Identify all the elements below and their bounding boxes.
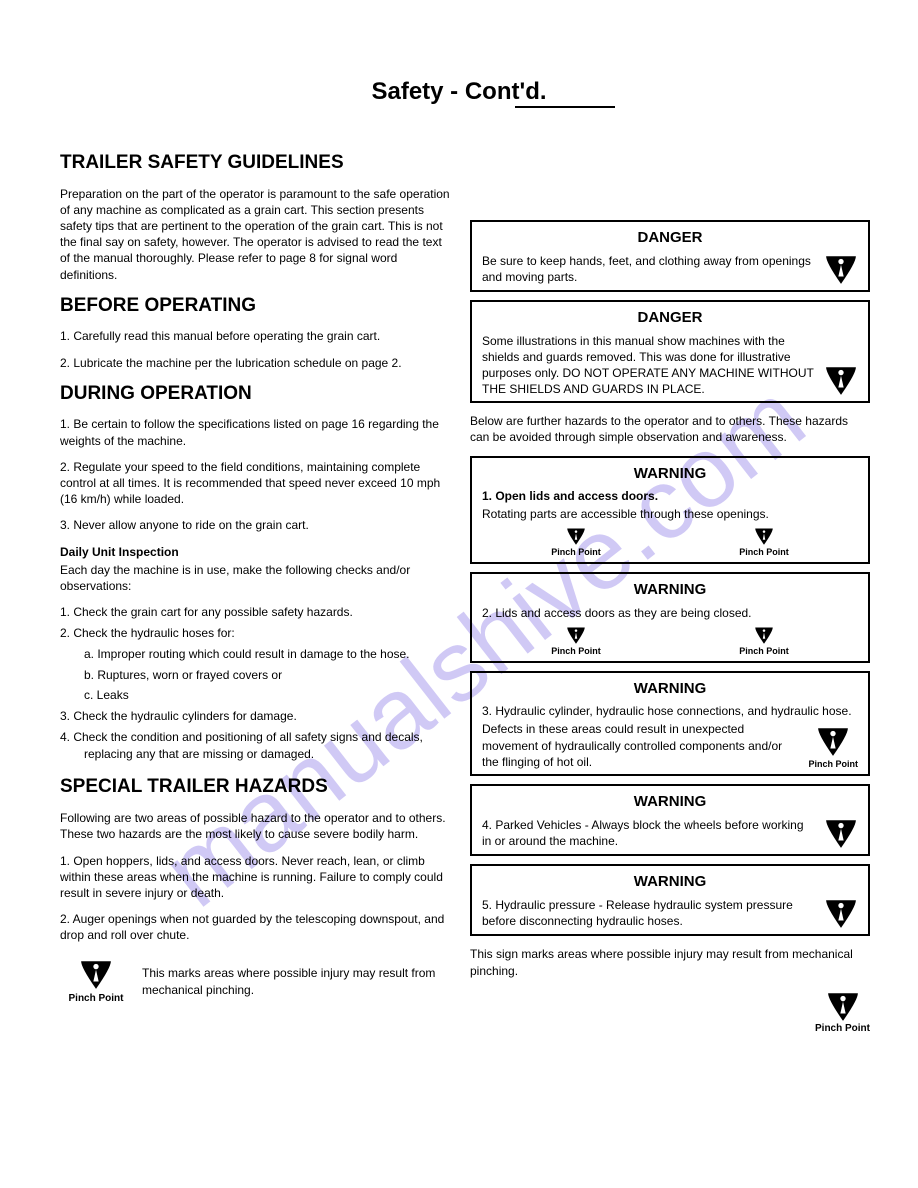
warning-box-2-title: WARNING <box>482 580 858 600</box>
hazard-2: 2. Auger openings when not guarded by th… <box>60 911 450 943</box>
title-suffix: Cont'd. <box>465 78 547 105</box>
daily-intro: Each day the machine is in use, make the… <box>60 562 450 594</box>
daily-step-1: 1. Check the grain cart for any possible… <box>60 604 450 621</box>
daily-step-2: 2. Check the hydraulic hoses for: <box>60 625 450 642</box>
warning-box-1-text: Rotating parts are accessible through th… <box>482 506 858 522</box>
footer-caption: This sign marks areas where possible inj… <box>470 946 870 978</box>
warning-box-4-sub: 4. Parked Vehicles - Always block the wh… <box>482 817 816 849</box>
title-underline <box>515 106 615 108</box>
pinch-icon-label: Pinch Point <box>60 993 132 1004</box>
before-op-1: 1. Carefully read this manual before ope… <box>60 328 450 344</box>
daily-step-2c: c. Leaks <box>60 687 450 704</box>
danger-box-1-text: Be sure to keep hands, feet, and clothin… <box>482 253 816 285</box>
column-left: TRAILER SAFETY GUIDELINES Preparation on… <box>60 140 450 1008</box>
warning-box-5: WARNING 5. Hydraulic pressure - Release … <box>470 864 870 936</box>
pinch-point-icon <box>566 625 586 645</box>
daily-step-4: 4. Check the condition and positioning o… <box>60 729 450 763</box>
heading-special-hazards: SPECIAL TRAILER HAZARDS <box>60 774 450 800</box>
pinch-point-icon <box>566 526 586 546</box>
daily-step-3: 3. Check the hydraulic cylinders for dam… <box>60 708 450 725</box>
daily-step-2a: a. Improper routing which could result i… <box>60 646 450 663</box>
danger-box-1-title: DANGER <box>482 228 858 248</box>
pinch-point-icon <box>824 816 858 850</box>
warning-box-1: WARNING 1. Open lids and access doors. R… <box>470 456 870 565</box>
further-hazards-intro: Below are further hazards to the operato… <box>470 413 870 445</box>
warning-box-2-sub: 2. Lids and access doors as they are bei… <box>482 605 858 621</box>
warning-box-5-title: WARNING <box>482 872 858 892</box>
danger-box-2-text: Some illustrations in this manual show m… <box>482 333 816 398</box>
title-prefix: Safety - <box>371 78 464 105</box>
pinch-point-icon <box>79 957 113 991</box>
pinch-point-icon <box>816 724 850 758</box>
page-title: Safety - Cont'd. <box>0 78 918 106</box>
pinch-point-icon <box>824 252 858 286</box>
warning-box-4-title: WARNING <box>482 792 858 812</box>
warning-box-1-title: WARNING <box>482 464 858 484</box>
warning-box-4: WARNING 4. Parked Vehicles - Always bloc… <box>470 784 870 856</box>
pinch-label: Pinch Point <box>551 546 601 558</box>
warning-box-2: WARNING 2. Lids and access doors as they… <box>470 572 870 663</box>
pinch-label: Pinch Point <box>739 546 789 558</box>
intro-paragraph: Preparation on the part of the operator … <box>60 186 450 283</box>
during-op-2: 2. Regulate your speed to the field cond… <box>60 459 450 508</box>
warning-box-1-sub: 1. Open lids and access doors. <box>482 488 858 504</box>
warning-box-3-text: Defects in these areas could result in u… <box>482 721 801 770</box>
pinch-label: Pinch Point <box>551 645 601 657</box>
warning-box-5-sub: 5. Hydraulic pressure - Release hydrauli… <box>482 897 816 929</box>
column-right: DANGER Be sure to keep hands, feet, and … <box>470 140 870 1036</box>
warning-box-3-title: WARNING <box>482 679 858 699</box>
hazard-intro: Following are two areas of possible haza… <box>60 810 450 842</box>
warning-box-3: WARNING 3. Hydraulic cylinder, hydraulic… <box>470 671 870 776</box>
before-op-2: 2. Lubricate the machine per the lubrica… <box>60 355 450 371</box>
heading-trailer-safety: TRAILER SAFETY GUIDELINES <box>60 150 450 176</box>
pinch-point-icon <box>754 625 774 645</box>
pinch-icon-block: Pinch Point <box>60 957 132 1004</box>
danger-box-2-title: DANGER <box>482 308 858 328</box>
during-op-1: 1. Be certain to follow the specificatio… <box>60 416 450 448</box>
heading-during-operation: DURING OPERATION <box>60 381 450 407</box>
danger-box-1: DANGER Be sure to keep hands, feet, and … <box>470 220 870 292</box>
heading-before-operating: BEFORE OPERATING <box>60 293 450 319</box>
pinch-point-icon <box>826 989 860 1023</box>
pinch-point-icon <box>824 896 858 930</box>
pinch-label: Pinch Point <box>815 1023 870 1034</box>
warning-box-3-sub: 3. Hydraulic cylinder, hydraulic hose co… <box>482 703 858 719</box>
pinch-icon-caption: This marks areas where possible injury m… <box>142 965 450 997</box>
pinch-point-icon <box>824 363 858 397</box>
danger-box-2: DANGER Some illustrations in this manual… <box>470 300 870 403</box>
during-op-3: 3. Never allow anyone to ride on the gra… <box>60 517 450 533</box>
hazard-1: 1. Open hoppers, lids, and access doors.… <box>60 853 450 902</box>
daily-step-2b: b. Ruptures, worn or frayed covers or <box>60 667 450 684</box>
pinch-point-icon <box>754 526 774 546</box>
pinch-label: Pinch Point <box>739 645 789 657</box>
heading-daily-inspection: Daily Unit Inspection <box>60 544 450 560</box>
pinch-label: Pinch Point <box>809 758 859 770</box>
